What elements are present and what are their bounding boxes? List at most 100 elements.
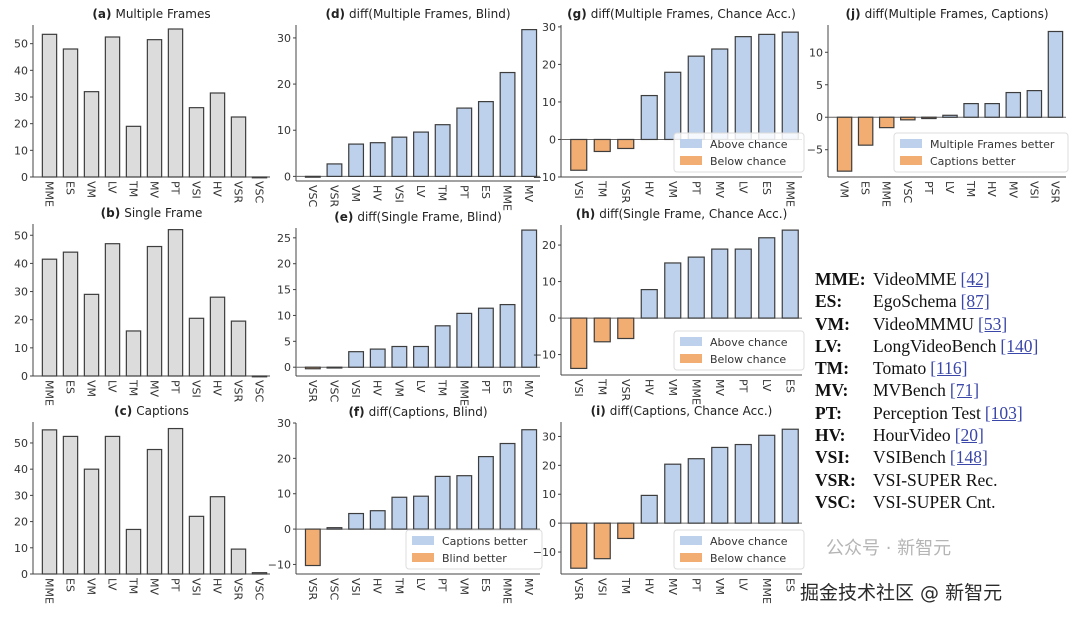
x-tick-label: ES bbox=[760, 181, 773, 195]
x-tick-label: VSC bbox=[327, 380, 340, 403]
x-tick-label: PT bbox=[689, 181, 702, 195]
x-tick-label: VSR bbox=[306, 380, 319, 403]
x-tick-label: VSC bbox=[253, 380, 266, 403]
bar-vsi bbox=[348, 351, 365, 368]
citation-link[interactable]: [87] bbox=[960, 291, 990, 312]
x-tick-label: VSI bbox=[349, 380, 362, 398]
x-tick-label: MV bbox=[522, 380, 535, 397]
x-tick-label: MME bbox=[43, 578, 56, 604]
bar-pt bbox=[456, 107, 473, 177]
bar-vsr bbox=[230, 320, 247, 377]
x-tick-label: HV bbox=[211, 380, 224, 396]
x-tick-label: TM bbox=[127, 577, 140, 594]
citation-link[interactable]: [140] bbox=[1000, 335, 1039, 356]
legend: Above chance Below chance bbox=[673, 132, 805, 173]
y-tick-label: 0 bbox=[21, 171, 28, 184]
bar-vm bbox=[83, 468, 100, 575]
x-tick-label: TM bbox=[436, 379, 449, 396]
panel-title-text: Multiple Frames bbox=[115, 7, 210, 21]
bar-pt bbox=[167, 229, 184, 377]
bar-mv bbox=[521, 29, 538, 177]
panel-title-text: diff(Captions, Blind) bbox=[369, 405, 488, 419]
citation-link[interactable]: [116] bbox=[930, 358, 968, 379]
bar-vsi bbox=[188, 317, 205, 377]
x-tick-label: VM bbox=[838, 181, 851, 198]
citation-link[interactable]: [53] bbox=[978, 313, 1008, 334]
x-tick-label: LV bbox=[414, 380, 427, 393]
bar-mme bbox=[41, 429, 58, 575]
citation-link[interactable]: [103] bbox=[984, 402, 1023, 423]
y-tick-label: 0 bbox=[816, 111, 823, 124]
bar-vm bbox=[348, 143, 365, 177]
abbreviation-legend: MME: VideoMME [42] ES: EgoSchema [87] VM: Video… bbox=[815, 268, 1038, 513]
bar-vsi bbox=[593, 522, 611, 560]
x-tick-label: HV bbox=[371, 185, 384, 201]
x-tick-label: TM bbox=[127, 379, 140, 396]
bar-vsr bbox=[617, 317, 635, 340]
bar-tm bbox=[434, 124, 451, 177]
y-tick-label: 10 bbox=[809, 46, 823, 59]
x-tick-label: ES bbox=[64, 380, 77, 394]
citation-link[interactable]: [148] bbox=[949, 447, 988, 468]
abbreviation: HV: bbox=[815, 425, 846, 446]
citation-link[interactable]: [20] bbox=[954, 425, 984, 446]
legend: Above chance Below chance bbox=[673, 330, 805, 371]
x-tick-label: LV bbox=[414, 185, 427, 198]
bar-vsc bbox=[251, 375, 268, 378]
panel-d: (d) diff(Multiple Frames, Blind) 0 10 20 30 VS… bbox=[277, 7, 540, 211]
citation-link[interactable]: [71] bbox=[949, 380, 980, 401]
bar-vsi bbox=[348, 512, 365, 530]
legend-swatch-positive bbox=[412, 536, 434, 545]
bar-vsi bbox=[391, 136, 408, 177]
panel-i: (i) diff(Captions, Chance Acc.) −10 0 10 20 30… bbox=[533, 404, 805, 604]
x-tick-label: ES bbox=[64, 578, 77, 592]
x-tick-label: LV bbox=[106, 578, 119, 591]
x-tick-label: VSR bbox=[232, 181, 245, 204]
y-tick-label: 30 bbox=[14, 286, 28, 299]
bar-mv bbox=[146, 245, 163, 377]
bar-vsr bbox=[326, 163, 343, 177]
y-tick-label: 20 bbox=[277, 258, 291, 271]
bar-mv bbox=[146, 448, 163, 575]
legend-swatch-negative bbox=[680, 354, 702, 363]
y-tick-label: 30 bbox=[277, 32, 291, 45]
y-tick-label: 10 bbox=[542, 96, 556, 109]
x-tick-label: VSR bbox=[1048, 181, 1061, 204]
bar-vsc bbox=[900, 116, 916, 121]
x-tick-label: HV bbox=[642, 181, 655, 197]
y-tick-label: −10 bbox=[268, 558, 291, 571]
y-tick-label: 5 bbox=[284, 335, 291, 348]
legend-label-positive: Multiple Frames better bbox=[930, 138, 1055, 151]
bar-vsi bbox=[188, 515, 205, 575]
bar-hv bbox=[640, 288, 658, 319]
y-tick-label: 20 bbox=[542, 239, 556, 252]
x-tick-label: MV bbox=[713, 379, 726, 396]
bar-lv bbox=[104, 36, 121, 178]
bar-es bbox=[781, 229, 799, 319]
bar-vsc bbox=[251, 572, 268, 575]
x-tick-label: ES bbox=[479, 578, 492, 592]
abbreviation-row: ES: EgoSchema [87] bbox=[815, 290, 1038, 312]
bar-lv bbox=[413, 131, 429, 177]
x-tick-label: VM bbox=[392, 380, 405, 397]
x-tick-label: PT bbox=[479, 380, 492, 394]
x-tick-label: VSR bbox=[619, 379, 632, 402]
y-tick-label: 30 bbox=[277, 417, 291, 430]
y-tick-label: 0 bbox=[549, 517, 556, 530]
legend: Multiple Frames better Captions better bbox=[893, 132, 1069, 173]
x-tick-label: LV bbox=[736, 181, 749, 194]
x-tick-label: HV bbox=[985, 181, 998, 197]
benchmark-name: Perception Test bbox=[873, 402, 981, 423]
bar-vm bbox=[83, 91, 100, 178]
citation-link[interactable]: [42] bbox=[960, 269, 990, 289]
x-tick-label: TM bbox=[964, 180, 977, 197]
bar-pt bbox=[687, 55, 705, 141]
x-tick-label: PT bbox=[169, 578, 182, 592]
legend-label-positive: Above chance bbox=[710, 535, 788, 548]
benchmark-name: MVBench bbox=[873, 380, 946, 401]
bar-vm bbox=[83, 293, 100, 377]
y-tick-label: 10 bbox=[14, 342, 28, 355]
x-tick-label: VSR bbox=[327, 185, 340, 208]
panel-label: (f) bbox=[348, 405, 364, 419]
